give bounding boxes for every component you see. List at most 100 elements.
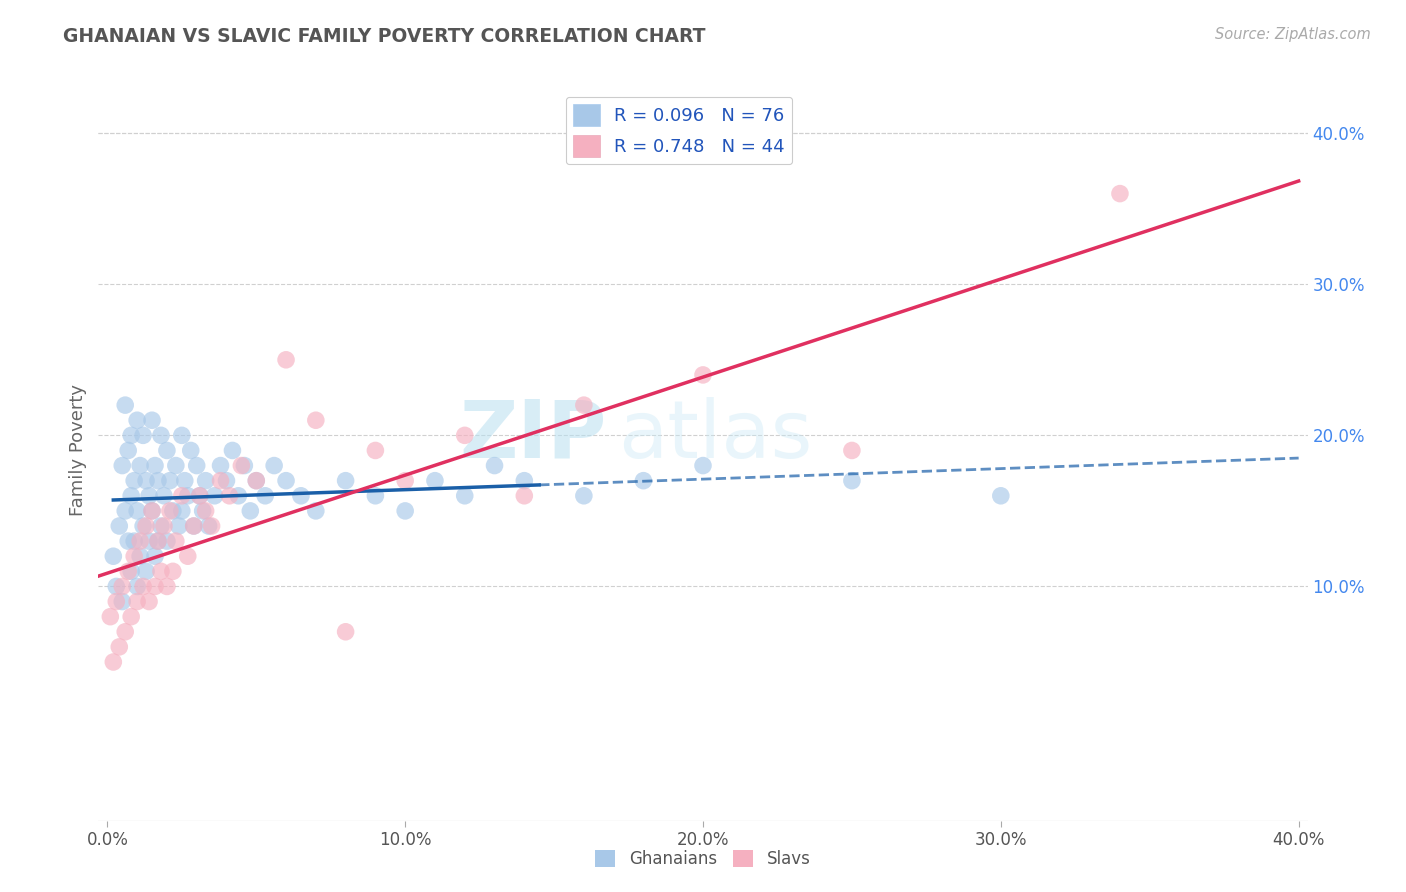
Point xyxy=(105,594,128,608)
Point xyxy=(364,443,387,458)
Point xyxy=(204,489,226,503)
Point xyxy=(231,458,253,473)
Point xyxy=(120,428,142,442)
Point xyxy=(194,504,217,518)
Point xyxy=(156,579,179,593)
Point xyxy=(162,504,184,518)
Point xyxy=(364,489,387,503)
Point xyxy=(692,368,714,382)
Point xyxy=(127,594,149,608)
Point xyxy=(159,504,181,518)
Point xyxy=(146,534,169,549)
Point xyxy=(209,474,232,488)
Point xyxy=(177,549,200,564)
Point xyxy=(138,534,160,549)
Point xyxy=(127,579,149,593)
Point xyxy=(263,458,285,473)
Point xyxy=(129,534,152,549)
Point xyxy=(135,565,157,579)
Point xyxy=(841,474,863,488)
Point xyxy=(146,474,169,488)
Point xyxy=(122,474,145,488)
Point xyxy=(245,474,267,488)
Point xyxy=(143,458,166,473)
Point xyxy=(305,504,328,518)
Point xyxy=(127,504,149,518)
Point xyxy=(180,443,202,458)
Point xyxy=(454,428,477,442)
Point xyxy=(98,609,121,624)
Point xyxy=(114,624,136,639)
Point xyxy=(245,474,267,488)
Point xyxy=(191,504,214,518)
Point xyxy=(120,489,142,503)
Point xyxy=(335,624,357,639)
Point xyxy=(111,579,134,593)
Point xyxy=(129,549,152,564)
Point xyxy=(335,474,357,488)
Point xyxy=(239,504,262,518)
Point xyxy=(167,519,190,533)
Point xyxy=(200,519,222,533)
Point xyxy=(149,519,172,533)
Point xyxy=(162,565,184,579)
Point xyxy=(153,519,176,533)
Point xyxy=(170,489,193,503)
Point xyxy=(156,534,179,549)
Point xyxy=(186,458,208,473)
Point xyxy=(138,594,160,608)
Point xyxy=(692,458,714,473)
Point xyxy=(183,519,205,533)
Point xyxy=(394,504,416,518)
Point xyxy=(132,519,155,533)
Point xyxy=(423,474,446,488)
Point xyxy=(177,489,200,503)
Point xyxy=(170,428,193,442)
Point xyxy=(188,489,211,503)
Point xyxy=(117,565,139,579)
Point xyxy=(159,474,181,488)
Point xyxy=(135,474,157,488)
Point xyxy=(572,398,595,412)
Point xyxy=(221,443,243,458)
Point xyxy=(132,579,155,593)
Point xyxy=(194,474,217,488)
Point xyxy=(274,352,297,367)
Point xyxy=(120,609,142,624)
Point xyxy=(513,489,536,503)
Text: ZIP: ZIP xyxy=(458,397,606,475)
Point xyxy=(290,489,312,503)
Point xyxy=(513,474,536,488)
Point xyxy=(141,504,163,518)
Point xyxy=(117,443,139,458)
Point xyxy=(122,549,145,564)
Point xyxy=(228,489,250,503)
Point xyxy=(1109,186,1132,201)
Y-axis label: Family Poverty: Family Poverty xyxy=(69,384,87,516)
Point xyxy=(572,489,595,503)
Point xyxy=(173,474,195,488)
Point xyxy=(111,594,134,608)
Point xyxy=(146,534,169,549)
Point xyxy=(141,504,163,518)
Point xyxy=(132,428,155,442)
Point xyxy=(274,474,297,488)
Point xyxy=(254,489,277,503)
Point xyxy=(127,413,149,427)
Text: GHANAIAN VS SLAVIC FAMILY POVERTY CORRELATION CHART: GHANAIAN VS SLAVIC FAMILY POVERTY CORREL… xyxy=(63,27,706,45)
Point xyxy=(143,579,166,593)
Point xyxy=(129,458,152,473)
Point xyxy=(170,504,193,518)
Point xyxy=(122,534,145,549)
Point xyxy=(143,549,166,564)
Point xyxy=(215,474,238,488)
Point xyxy=(454,489,477,503)
Point xyxy=(105,579,128,593)
Point xyxy=(114,398,136,412)
Point xyxy=(218,489,240,503)
Point xyxy=(103,549,125,564)
Point xyxy=(484,458,506,473)
Point xyxy=(233,458,256,473)
Point xyxy=(135,519,157,533)
Point xyxy=(183,519,205,533)
